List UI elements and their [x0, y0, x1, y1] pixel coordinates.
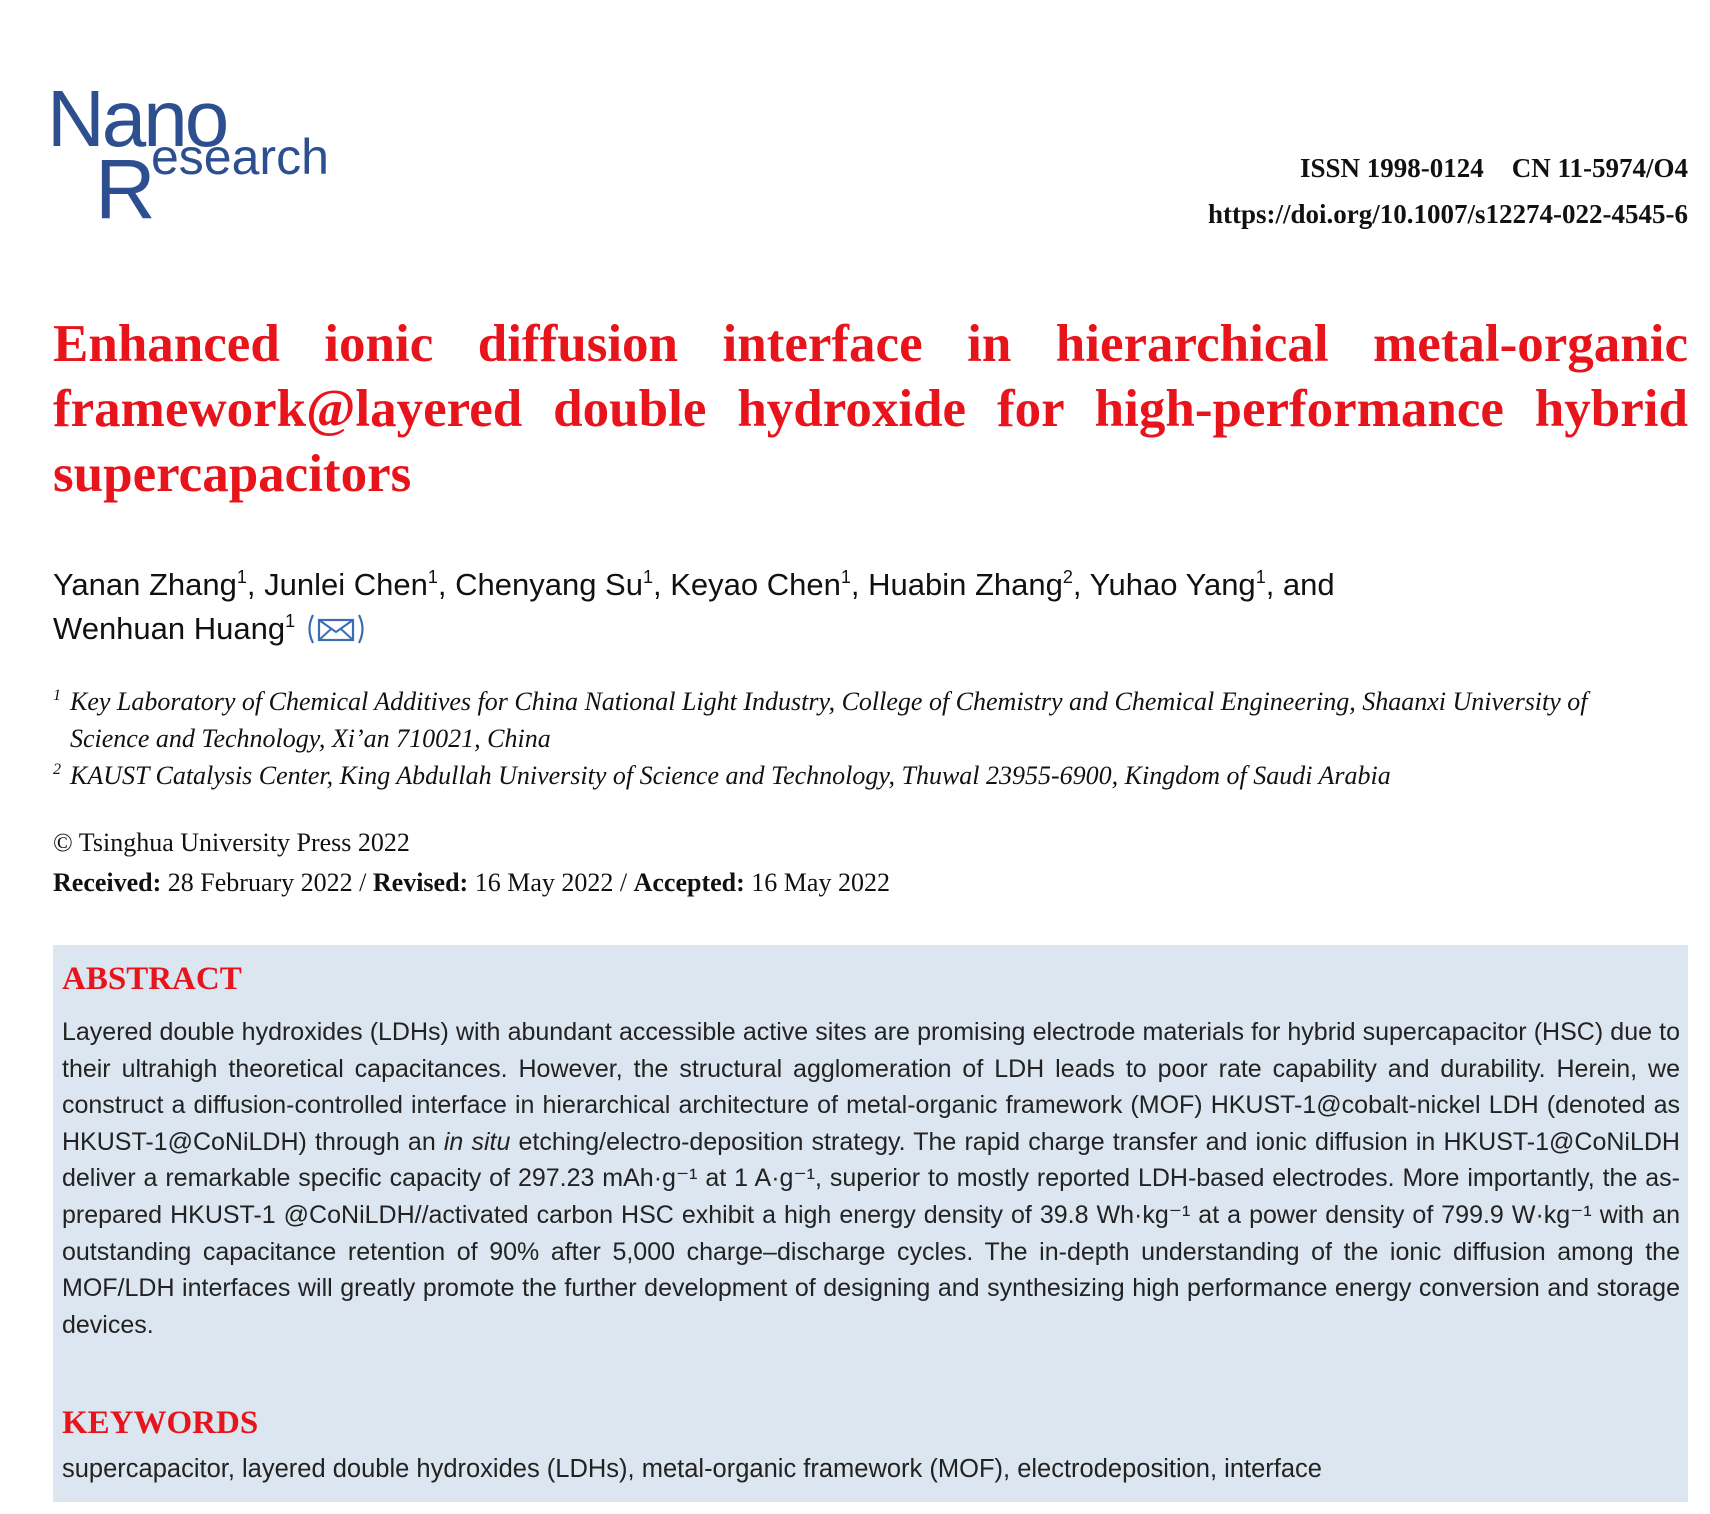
history: Received: 28 February 2022 / Revised: 16…: [53, 863, 890, 903]
keywords-heading: KEYWORDS: [62, 1405, 259, 1441]
journal-logo: Nano R esearch: [47, 84, 329, 224]
history-label: Revised:: [372, 868, 469, 897]
history-date: 28 February 2022: [167, 868, 353, 897]
email-icon-graphic: [308, 614, 364, 644]
abstract-part: etching/electro-deposition strategy. The…: [62, 1127, 1680, 1339]
abstract-text: Layered double hydroxides (LDHs) with ab…: [62, 1014, 1680, 1343]
affiliation: 1 Key Laboratory of Chemical Additives fo…: [53, 683, 1653, 757]
author-affiliation: 1: [840, 567, 851, 587]
author-separator: ,: [246, 567, 256, 602]
article-meta: © Tsinghua University Press 2022 Receive…: [53, 823, 890, 903]
logo-initial: R: [95, 142, 156, 224]
abstract-heading: ABSTRACT: [62, 961, 242, 997]
authors: Yanan Zhang1, Junlei Chen1, Chenyang Su1…: [53, 563, 1453, 657]
author-affiliation: 1: [285, 611, 296, 631]
author-affiliation: 1: [642, 567, 653, 587]
affiliation-text: KAUST Catalysis Center, King Abdullah Un…: [70, 761, 1391, 790]
affiliation-mark: 2: [53, 761, 61, 778]
doi[interactable]: https://doi.org/10.1007/s12274-022-4545-…: [1207, 199, 1688, 229]
author-separator: ,: [653, 567, 662, 602]
author-affiliation: 1: [427, 567, 438, 587]
affiliation-text: Key Laboratory of Chemical Additives for…: [70, 687, 1588, 753]
author-name: Huabin Zhang: [868, 567, 1063, 602]
abstract-box: [53, 945, 1688, 1502]
author-affiliation: 1: [236, 567, 247, 587]
logo-top: Nano: [47, 84, 227, 163]
author-affiliation: 1: [1255, 567, 1266, 587]
affiliations: 1 Key Laboratory of Chemical Additives fo…: [53, 683, 1653, 794]
author-name: Yuhao Yang: [1089, 567, 1256, 602]
abstract-part: Layered double hydroxides (LDHs) with ab…: [62, 1018, 1680, 1156]
history-label: Received:: [53, 868, 162, 897]
history-separator: /: [359, 868, 367, 897]
history-date: 16 May 2022: [474, 868, 614, 897]
history-separator: /: [619, 868, 628, 897]
author-separator: ,: [1072, 567, 1082, 602]
history-label: Accepted:: [633, 868, 745, 897]
author-name: Junlei Chen: [264, 567, 428, 602]
author-separator: ,: [437, 567, 447, 602]
issn: ISSN 1998-0124: [1299, 153, 1484, 183]
identifiers: ISSN 1998-0124 CN 11-5974/O4 https://doi.…: [1208, 145, 1688, 237]
keywords-text: supercapacitor, layered double hydroxide…: [62, 1455, 1322, 1483]
author-name: Chenyang Su: [455, 567, 643, 602]
abstract-italic: in situ: [443, 1127, 511, 1156]
email-icon[interactable]: [305, 613, 367, 657]
author-name: Keyao Chen: [670, 567, 841, 602]
logo-rest: esearch: [151, 129, 329, 185]
history-date: 16 May 2022: [751, 868, 890, 897]
author-name: Wenhuan Huang: [53, 611, 286, 646]
cn: CN 11-5974/O4: [1511, 153, 1688, 183]
author-name: Yanan Zhang: [53, 567, 237, 602]
author-affiliation: 2: [1062, 567, 1073, 587]
title: Enhanced ionic diffusion interface in hi…: [53, 315, 1688, 503]
author-separator: , and: [1265, 567, 1335, 602]
copyright: © Tsinghua University Press 2022: [53, 828, 410, 857]
author-separator: ,: [850, 567, 860, 602]
affiliation-mark: 1: [53, 687, 61, 704]
affiliation: 2 KAUST Catalysis Center, King Abdullah U…: [53, 757, 1653, 794]
